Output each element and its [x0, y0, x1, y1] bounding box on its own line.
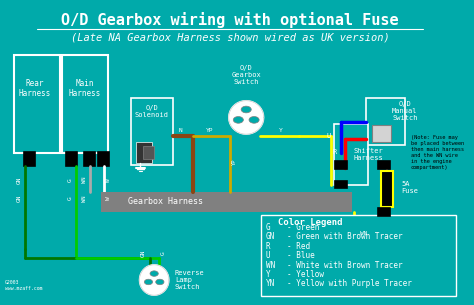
Circle shape — [150, 271, 158, 276]
Text: (Note: Fuse may
be placed between
then main harness
and the WN wire
in the engin: (Note: Fuse may be placed between then m… — [411, 135, 464, 170]
Circle shape — [249, 117, 259, 123]
Text: O/D
Manual
Switch: O/D Manual Switch — [392, 101, 418, 121]
Text: G: G — [265, 223, 270, 232]
Text: - Blue: - Blue — [287, 251, 314, 260]
FancyBboxPatch shape — [381, 171, 393, 207]
Text: W: W — [106, 196, 111, 200]
FancyBboxPatch shape — [24, 152, 36, 166]
Circle shape — [233, 117, 243, 123]
FancyBboxPatch shape — [14, 55, 60, 152]
FancyBboxPatch shape — [335, 181, 346, 188]
Text: GN: GN — [141, 249, 146, 257]
Text: WN: WN — [360, 231, 367, 236]
Text: - Yellow: - Yellow — [287, 270, 324, 279]
Text: WN: WN — [82, 195, 87, 202]
Text: G: G — [67, 196, 73, 200]
Text: O/D
Gearbox
Switch: O/D Gearbox Switch — [231, 65, 261, 85]
Text: Gearbox Harness: Gearbox Harness — [128, 197, 203, 206]
Text: GN: GN — [265, 232, 275, 241]
FancyBboxPatch shape — [62, 55, 108, 152]
Text: - Green: - Green — [287, 223, 319, 232]
FancyBboxPatch shape — [84, 152, 95, 166]
Text: Color Legend: Color Legend — [278, 218, 343, 227]
Text: R: R — [265, 242, 270, 251]
Text: GN: GN — [17, 195, 22, 202]
Text: (Late NA Gearbox Harness shown wired as UK version): (Late NA Gearbox Harness shown wired as … — [71, 32, 390, 42]
Text: - Green with Brown Tracer: - Green with Brown Tracer — [287, 232, 402, 241]
Polygon shape — [229, 101, 264, 134]
Polygon shape — [139, 265, 169, 295]
Text: G: G — [67, 178, 73, 182]
Text: - Red: - Red — [287, 242, 310, 251]
Text: Shifter
Harness: Shifter Harness — [353, 148, 383, 160]
FancyBboxPatch shape — [372, 125, 391, 142]
Text: 5A
Fuse: 5A Fuse — [402, 181, 419, 194]
Circle shape — [155, 279, 164, 285]
Text: Y: Y — [265, 270, 270, 279]
Text: W: W — [106, 178, 111, 182]
FancyBboxPatch shape — [131, 98, 173, 165]
Text: Reverse
Lamp
Switch: Reverse Lamp Switch — [175, 270, 205, 290]
Text: WN: WN — [82, 177, 87, 183]
Text: YP: YP — [232, 158, 237, 165]
FancyBboxPatch shape — [66, 152, 77, 166]
Text: Main
Harness: Main Harness — [69, 79, 101, 98]
Circle shape — [144, 279, 153, 285]
Circle shape — [241, 106, 251, 113]
Text: O/D Gearbox wiring with optional Fuse: O/D Gearbox wiring with optional Fuse — [61, 12, 399, 28]
Text: G2003
www.mzaff.com: G2003 www.mzaff.com — [5, 280, 42, 291]
Text: U: U — [265, 251, 270, 260]
FancyBboxPatch shape — [98, 152, 109, 166]
FancyBboxPatch shape — [101, 192, 352, 212]
Text: R: R — [332, 149, 337, 156]
FancyBboxPatch shape — [334, 124, 368, 185]
Text: WN: WN — [265, 260, 275, 270]
FancyBboxPatch shape — [366, 98, 405, 145]
Text: Rear
Harness: Rear Harness — [18, 79, 51, 98]
FancyBboxPatch shape — [378, 208, 390, 216]
Text: O/D
Solenoid: O/D Solenoid — [135, 105, 169, 118]
FancyBboxPatch shape — [261, 215, 456, 296]
FancyBboxPatch shape — [335, 161, 346, 169]
Text: Y: Y — [279, 128, 283, 133]
Text: G: G — [161, 251, 166, 255]
Text: N: N — [179, 128, 182, 133]
Text: GN: GN — [17, 176, 22, 184]
Text: - White with Brown Tracer: - White with Brown Tracer — [287, 260, 402, 270]
FancyBboxPatch shape — [378, 161, 390, 169]
Text: YN: YN — [265, 279, 275, 289]
Text: YP: YP — [206, 128, 213, 133]
Text: U: U — [327, 133, 331, 139]
FancyBboxPatch shape — [143, 146, 154, 159]
FancyBboxPatch shape — [136, 142, 152, 163]
Text: - Yellow with Purple Tracer: - Yellow with Purple Tracer — [287, 279, 411, 289]
